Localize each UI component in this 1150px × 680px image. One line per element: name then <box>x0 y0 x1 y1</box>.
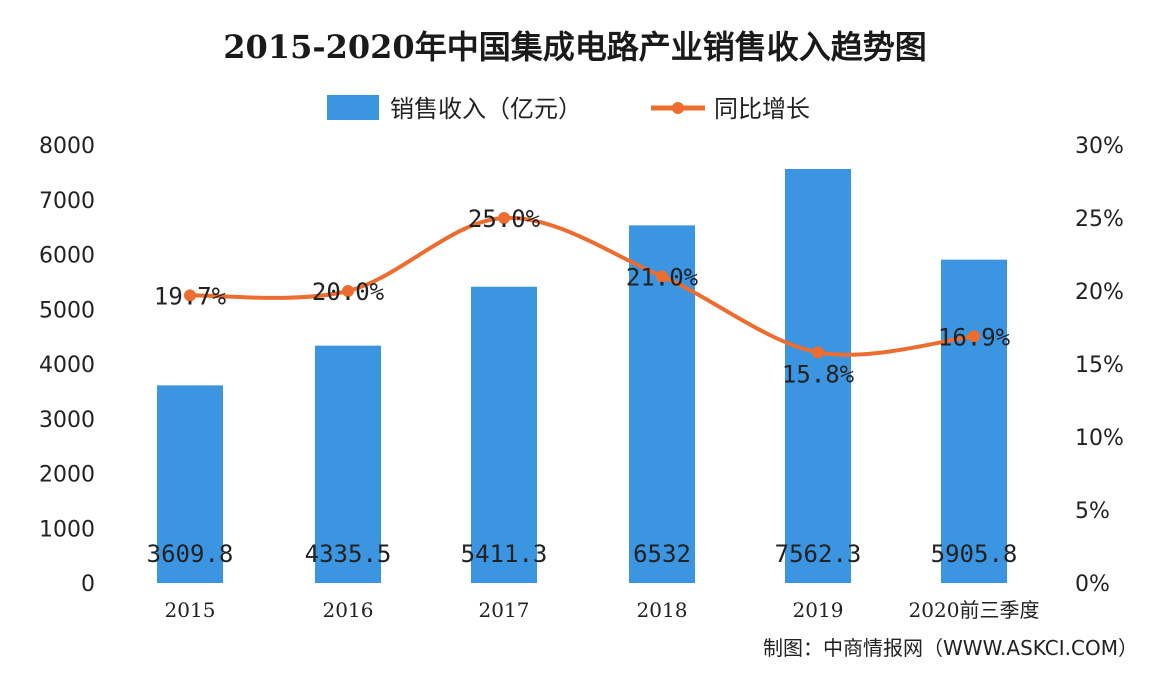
right-tick-label: 25% <box>1075 207 1124 232</box>
left-tick-label: 5000 <box>39 298 95 323</box>
category-label: 2016 <box>323 598 374 622</box>
growth-point <box>498 212 510 224</box>
right-axis: 0% 5% 10% 15% 20% 25% 30% <box>1075 134 1124 597</box>
line-series: 19.7% 20.0% 25.0% 21.0% 15.8% 16.9% <box>154 205 1011 388</box>
left-tick-label: 1000 <box>39 517 95 542</box>
left-tick-label: 4000 <box>39 353 95 378</box>
bar-data-label: 3609.8 <box>147 540 234 568</box>
bar-data-label: 6532 <box>633 540 691 568</box>
line-data-label: 16.9% <box>938 323 1011 351</box>
bar-data-label: 5411.3 <box>461 540 548 568</box>
bar-data-label: 4335.5 <box>305 540 392 568</box>
left-tick-label: 3000 <box>39 408 95 433</box>
category-label: 2015 <box>165 598 216 622</box>
category-label: 2019 <box>793 598 844 622</box>
growth-point <box>656 270 668 283</box>
category-label: 2017 <box>479 598 530 622</box>
legend-bar-label: 销售收入（亿元） <box>390 95 582 123</box>
line-data-label: 19.7% <box>154 282 227 310</box>
growth-line <box>189 215 975 357</box>
line-data-label: 21.0% <box>626 263 699 291</box>
left-tick-label: 2000 <box>39 463 95 488</box>
growth-point <box>342 285 354 297</box>
source-note: 制图：中商情报网（WWW.ASKCI.COM） <box>763 636 1138 660</box>
right-tick-label: 5% <box>1075 499 1110 524</box>
line-data-label: 25.0% <box>468 205 541 233</box>
legend: 销售收入（亿元） 同比增长 <box>327 95 810 123</box>
bar <box>471 286 537 583</box>
growth-point <box>184 289 196 302</box>
line-data-label: 20.0% <box>312 278 385 306</box>
line-data-label: 15.8% <box>782 360 855 388</box>
growth-point <box>968 330 980 343</box>
left-tick-label: 0 <box>81 572 95 597</box>
left-tick-label: 6000 <box>39 244 95 269</box>
chart-title: 2015-2020年中国集成电路产业销售收入趋势图 <box>223 28 926 66</box>
bar-series: 3609.8 4335.5 5411.3 6532 7562.3 5905.8 <box>147 168 1018 584</box>
category-axis: 2015 2016 2017 2018 2019 2020前三季度 <box>165 598 1040 622</box>
right-tick-label: 30% <box>1075 134 1124 159</box>
right-tick-label: 15% <box>1075 353 1124 378</box>
right-tick-label: 0% <box>1075 572 1110 597</box>
right-tick-label: 20% <box>1075 280 1124 305</box>
category-label: 2018 <box>637 598 688 622</box>
left-tick-label: 8000 <box>39 134 95 159</box>
bar-data-label: 7562.3 <box>775 540 862 568</box>
growth-point <box>812 346 824 359</box>
bar <box>941 259 1007 583</box>
bar <box>157 385 223 583</box>
legend-line-label: 同比增长 <box>714 95 810 123</box>
bar <box>785 168 851 583</box>
right-tick-label: 10% <box>1075 426 1124 451</box>
bar-data-label: 5905.8 <box>931 540 1018 568</box>
left-tick-label: 7000 <box>39 189 95 214</box>
bar <box>315 345 381 583</box>
legend-line-marker <box>672 102 684 114</box>
category-label: 2020前三季度 <box>909 598 1040 622</box>
left-axis: 0 1000 2000 3000 4000 5000 6000 7000 8000 <box>39 134 95 597</box>
legend-bar-swatch <box>327 95 379 120</box>
